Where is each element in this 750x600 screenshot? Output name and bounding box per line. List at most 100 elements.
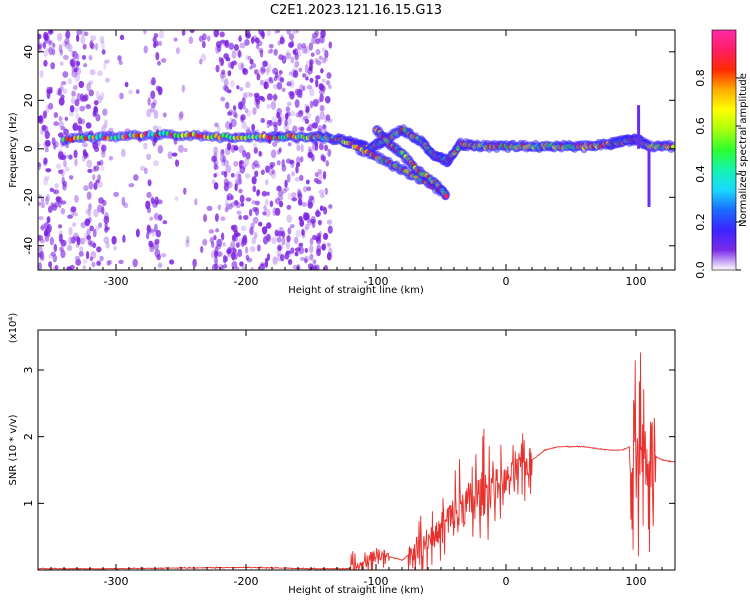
noise-speck [80,221,86,229]
noise-speck [76,30,83,35]
noise-speck [287,259,293,265]
noise-speck [268,120,273,127]
noise-speck [143,30,147,35]
noise-speck [240,114,246,121]
noise-speck [254,170,259,178]
noise-speck [211,241,215,248]
noise-speck [315,38,321,45]
noise-speck [58,115,63,122]
noise-speck [265,67,270,76]
noise-speck [266,30,271,37]
noise-speck [224,101,230,110]
noise-speck [288,33,295,41]
noise-speck [156,254,161,261]
noise-speck [167,151,173,160]
colorbar-tick-label: 0.2 [694,213,707,231]
noise-speck [86,159,93,169]
noise-speck [271,169,275,175]
noise-speck [247,55,252,61]
noise-speck [81,154,86,162]
colorbar-ticks: 0.0 0.2 0.4 0.6 0.8 [694,69,741,279]
noise-speck [54,183,59,189]
noise-speck [294,177,300,182]
noise-speck [286,101,292,107]
noise-speck [290,56,295,64]
noise-speck [38,234,42,242]
noise-speck [52,254,58,263]
noise-speck [57,151,64,160]
noise-speck [96,246,102,253]
colorbar-tick-label: 0.6 [694,117,707,135]
noise-speck [252,107,257,116]
noise-speck [101,206,105,215]
noise-speck [88,181,94,190]
noise-speck [315,78,319,88]
noise-speck [153,109,159,119]
noise-speck [230,118,237,128]
noise-speck [294,247,301,252]
noise-speck [264,259,269,268]
noise-speck [147,179,152,187]
noise-speck [101,146,106,155]
noise-speck [255,200,260,206]
noise-speck [79,105,86,112]
noise-speck [211,263,218,270]
noise-speck [314,143,319,151]
noise-speck [256,102,260,110]
noise-speck [253,231,258,239]
noise-speck [198,35,204,42]
noise-speck [39,251,45,260]
noise-speck [59,230,63,238]
noise-speck [286,214,293,223]
noise-speck [223,159,230,167]
noise-speck [252,185,257,193]
noise-speck [97,204,103,213]
noise-speck [220,232,225,241]
x-tick-label: 0 [503,275,510,288]
noise-speck [315,233,320,239]
noise-speck [93,165,100,172]
noise-speck [185,239,190,248]
noise-speck [326,242,331,247]
noise-speck [38,142,41,148]
noise-speck [231,260,238,269]
noise-speck [181,30,186,36]
noise-speck [326,72,332,79]
noise-speck [304,64,309,74]
noise-speck [211,250,217,259]
noise-speck [251,123,256,132]
noise-speck [38,42,44,48]
noise-speck [192,258,197,268]
noise-speck [143,142,148,150]
noise-speck [93,182,98,190]
noise-speck [220,216,226,221]
noise-speck [62,71,69,78]
snr-panel: -300 -200 -100 0 100 1 2 3 Height of straight l… [8,313,676,596]
x-tick-label: -100 [364,575,389,588]
noise-speck [58,43,63,53]
noise-speck [76,92,82,102]
spectrogram-frame [37,29,676,271]
noise-speck [102,108,108,116]
noise-speck [321,57,327,64]
noise-speck [132,258,138,268]
noise-speck [82,258,88,264]
noise-speck [304,258,308,263]
noise-speck [222,155,227,163]
x-tick-label: -300 [104,275,129,288]
noise-speck [223,263,228,269]
noise-speck [44,147,49,153]
noise-speck [297,192,303,200]
noise-speck [270,149,277,159]
noise-speck [67,77,72,85]
noise-speck [327,148,332,157]
noise-speck [266,253,271,261]
noise-speck [322,242,327,249]
noise-speck [143,45,148,54]
noise-speck [213,173,217,178]
noise-speck [42,41,47,50]
noise-speck [238,62,244,71]
noise-speck [314,172,319,177]
noise-speck [96,161,102,166]
noise-speck [43,178,48,186]
